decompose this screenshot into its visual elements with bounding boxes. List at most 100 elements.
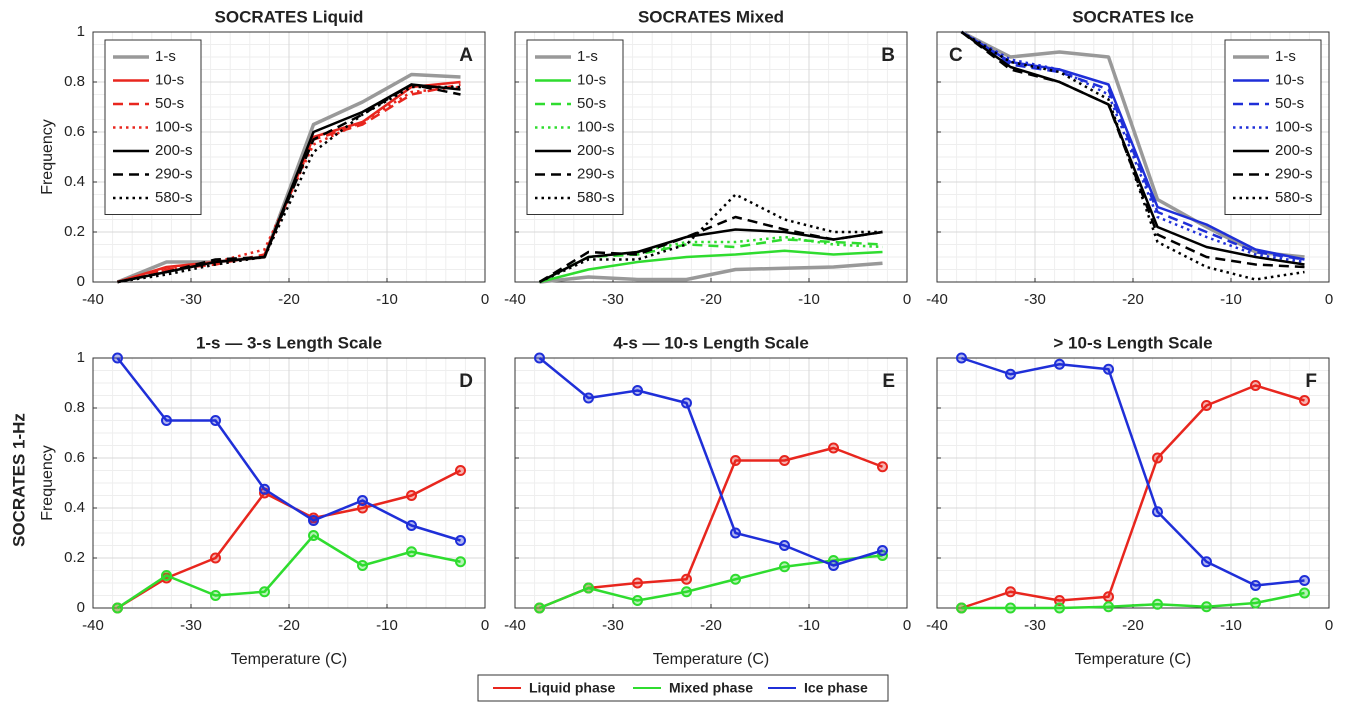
plot-frame: [514, 31, 908, 283]
point: [534, 602, 545, 614]
y-tick-label: 0.6: [64, 449, 85, 466]
point: [259, 483, 270, 495]
x-tick-label: -20: [700, 291, 722, 308]
x-tick-label: -20: [1122, 617, 1144, 634]
legend-label: 580-s: [1275, 189, 1313, 206]
legend-label: 200-s: [577, 142, 615, 159]
point: [308, 530, 319, 541]
chart-title: > 10-s Length Scale: [1053, 333, 1212, 352]
x-tick-label: -30: [180, 291, 202, 308]
point: [583, 582, 594, 594]
point: [455, 556, 466, 568]
legend-label: 200-s: [1275, 142, 1313, 159]
series-line: [961, 356, 1305, 587]
point: [681, 573, 692, 585]
x-tick-label: -10: [376, 617, 398, 634]
point: [210, 415, 221, 426]
x-tick-label: -30: [180, 617, 202, 634]
y-axis-label: Frequency: [39, 119, 56, 195]
point: [455, 465, 466, 476]
y-tick-label: 0.2: [64, 549, 85, 566]
point: [681, 397, 692, 409]
x-tick-label: -40: [82, 291, 104, 308]
point: [308, 515, 319, 526]
legend-label: 10-s: [155, 71, 184, 88]
y-tick-label: 0.2: [64, 223, 85, 240]
point: [1299, 587, 1310, 599]
series-line: [117, 83, 461, 284]
legend-label: 50-s: [1275, 95, 1304, 112]
chart-title: 4-s — 10-s Length Scale: [613, 333, 809, 352]
point: [161, 570, 172, 581]
point: [828, 560, 839, 571]
x-tick-label: -30: [602, 291, 624, 308]
x-tick-label: -10: [798, 617, 820, 634]
legend-label: 580-s: [155, 189, 193, 206]
series-line: [538, 357, 883, 567]
series-line: [539, 446, 883, 610]
series-line: [960, 30, 1305, 261]
point: [1250, 580, 1261, 591]
x-tick-label: -20: [1122, 291, 1144, 308]
x-tick-label: -40: [82, 617, 104, 634]
panel-label: D: [459, 371, 473, 392]
point: [534, 352, 545, 364]
legend-label: 290-s: [577, 165, 615, 182]
point: [1299, 575, 1310, 586]
point: [1103, 591, 1114, 603]
x-tick-label: 0: [1325, 291, 1333, 308]
series-line: [539, 261, 883, 284]
x-tick-label: 0: [903, 617, 911, 634]
point: [1054, 358, 1065, 370]
point: [1250, 597, 1261, 609]
x-tick-label: -10: [1220, 291, 1242, 308]
point: [1005, 586, 1016, 598]
point: [1005, 368, 1016, 380]
panel-label: B: [881, 45, 895, 66]
series-line: [960, 30, 1305, 281]
series-line: [538, 228, 883, 284]
point: [259, 586, 270, 598]
plot-frame: [936, 31, 1330, 283]
plot-frame: [514, 357, 908, 609]
point: [112, 352, 123, 364]
point: [828, 442, 839, 454]
x-tick-label: 0: [481, 291, 489, 308]
legend-label: 10-s: [577, 71, 606, 88]
x-tick-label: -10: [1220, 617, 1242, 634]
point: [1103, 601, 1114, 613]
x-tick-label: -30: [1024, 617, 1046, 634]
chart-title: SOCRATES Liquid: [215, 7, 364, 26]
series-line: [960, 30, 1305, 266]
series-line: [538, 238, 883, 284]
series-line: [538, 215, 883, 284]
legend-label: 200-s: [155, 142, 193, 159]
point: [1054, 602, 1065, 614]
point: [632, 577, 643, 589]
figure-legend-label: Mixed phase: [669, 680, 753, 696]
chart-title: 1-s — 3-s Length Scale: [196, 333, 382, 352]
panel-label: A: [459, 45, 473, 66]
point: [1201, 400, 1212, 411]
x-tick-label: -40: [926, 617, 948, 634]
point: [210, 552, 221, 564]
point: [877, 545, 888, 556]
point: [357, 560, 368, 571]
x-tick-label: -20: [700, 617, 722, 634]
y-axis-label: Frequency: [39, 445, 56, 521]
legend-label: 290-s: [155, 165, 193, 182]
legend-label: 10-s: [1275, 71, 1304, 88]
row-label: SOCRATES 1-Hz: [9, 413, 28, 547]
y-tick-label: 0.8: [64, 73, 85, 90]
x-tick-label: 0: [481, 617, 489, 634]
legend-label: 50-s: [577, 95, 606, 112]
x-tick-label: 0: [903, 291, 911, 308]
point: [357, 502, 368, 514]
point: [1152, 506, 1163, 518]
point: [210, 590, 221, 601]
plot-frame: [936, 357, 1330, 609]
chart-title: SOCRATES Ice: [1072, 7, 1194, 26]
point: [1054, 595, 1065, 606]
point: [956, 602, 967, 614]
x-tick-label: -20: [278, 617, 300, 634]
